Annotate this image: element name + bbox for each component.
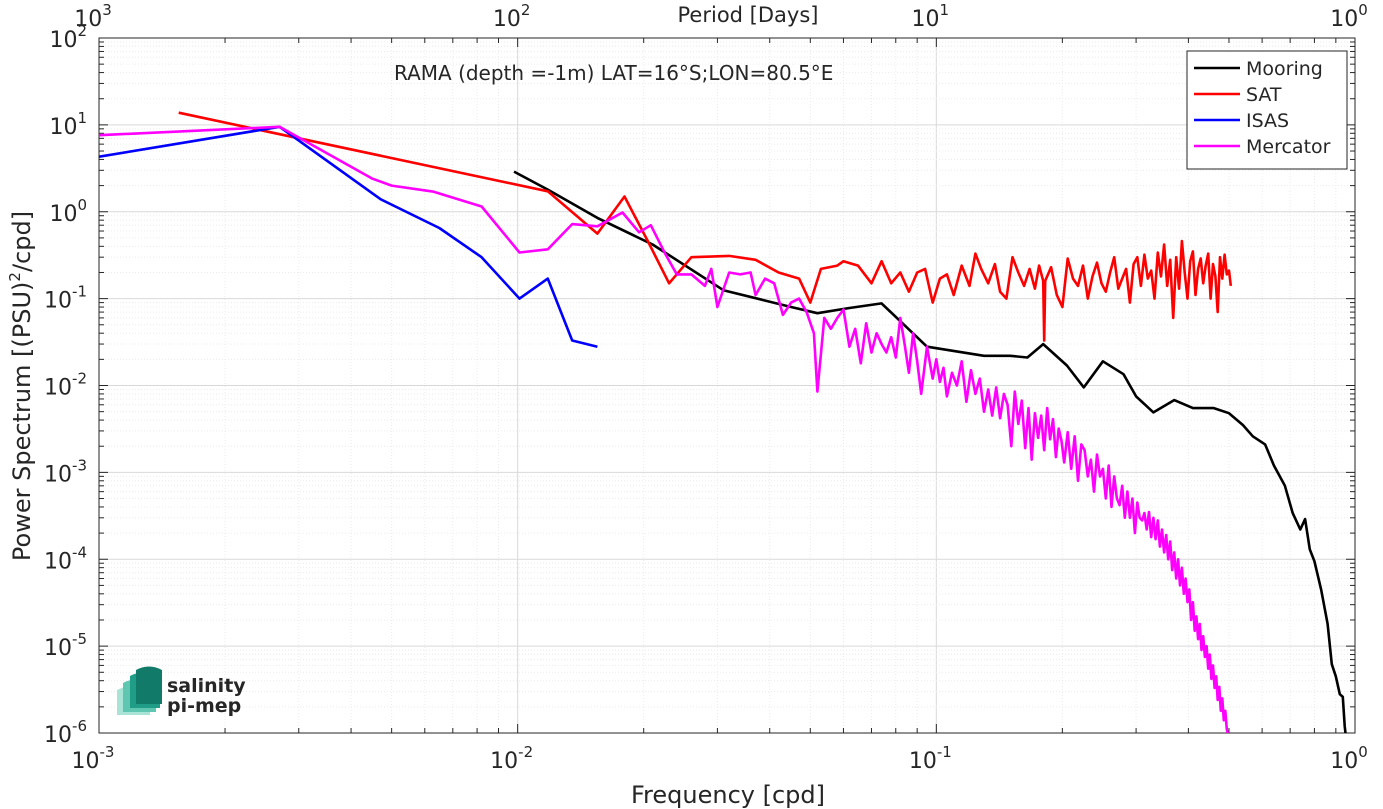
y-axis-title: Power Spectrum [(PSU)2/cpd] <box>6 211 36 561</box>
series-layer <box>99 111 1347 733</box>
legend-entries: Mooring SAT ISAS Mercator <box>1194 58 1331 158</box>
x-tick-label: 10-1 <box>909 743 952 774</box>
legend-label-isas: ISAS <box>1246 110 1289 132</box>
y-tick-label: 10-3 <box>44 456 87 487</box>
top-axis-title: Period [Days] <box>678 3 819 27</box>
y-tick-label: 10-5 <box>44 630 87 661</box>
legend: Mooring SAT ISAS Mercator <box>1186 50 1348 170</box>
x2-tick-label: 101 <box>912 1 950 32</box>
y-tick-label: 10-1 <box>44 283 87 314</box>
y-tick-label: 102 <box>49 22 87 53</box>
x2-tick-label: 102 <box>493 1 531 32</box>
legend-label-sat: SAT <box>1246 84 1282 106</box>
logo-text-line2: pi-mep <box>167 695 241 717</box>
x-tick-label: 100 <box>1330 743 1368 774</box>
x2-tick-label: 100 <box>1330 1 1368 32</box>
series-line-isas <box>99 125 598 348</box>
grid <box>98 38 1355 734</box>
y-tick-label: 101 <box>49 109 87 140</box>
series-line-sat <box>178 111 1233 342</box>
legend-label-mooring: Mooring <box>1246 58 1323 80</box>
x2-tick-label: 103 <box>74 1 112 32</box>
legend-label-mercator: Mercator <box>1246 136 1331 158</box>
y-tick-label: 10-2 <box>44 370 87 401</box>
salinity-pimep-logo: salinity pi-mep <box>117 666 246 717</box>
series-line-mooring <box>513 170 1347 733</box>
y-tick-label: 10-4 <box>44 543 87 574</box>
x-tick-label: 10-2 <box>490 743 533 774</box>
logo-mark-icon <box>117 666 162 715</box>
legend-box <box>1186 50 1348 170</box>
logo-text-line1: salinity <box>167 675 246 697</box>
x-tick-label: 10-3 <box>72 743 115 774</box>
series-line-mercator <box>99 125 1230 733</box>
chart-annotation: RAMA (depth =-1m) LAT=16°S;LON=80.5°E <box>394 61 833 85</box>
x-axis-title: Frequency [cpd] <box>631 781 825 809</box>
y-tick-label: 10-6 <box>44 717 87 748</box>
axis-ticks <box>98 37 1356 734</box>
y-tick-label: 100 <box>49 196 87 227</box>
